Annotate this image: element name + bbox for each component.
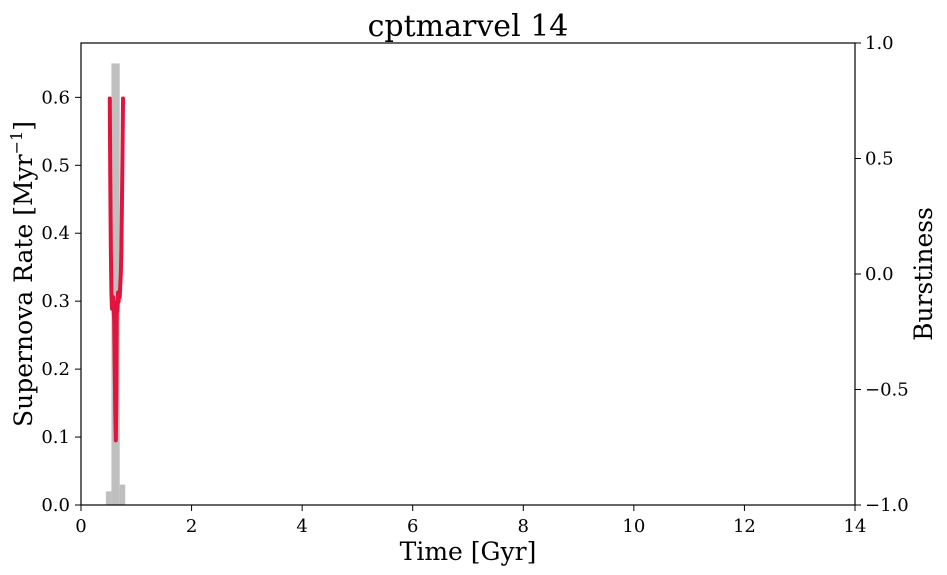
histogram-bar-1 (111, 63, 120, 505)
x-tick-label: 6 (407, 516, 418, 537)
x-axis: 0 2 4 6 8 10 12 14 (75, 505, 866, 537)
y-axis-label-sup: −1 (7, 131, 26, 155)
x-tick-label: 2 (186, 516, 197, 537)
x-axis-label: Time [Gyr] (400, 537, 537, 566)
y-axis-left: 0.0 0.1 0.2 0.3 0.4 0.5 0.6 (41, 87, 81, 516)
y-tick-label: 0.5 (41, 155, 70, 176)
y-tick-label: 0.0 (41, 495, 70, 516)
x-tick-label: 8 (518, 516, 529, 537)
x-tick-label: 10 (622, 516, 645, 537)
y-axis-label: Supernova Rate [Myr−1] (7, 121, 38, 427)
y2-tick-label: 0.0 (865, 264, 894, 285)
y-tick-label: 0.1 (41, 427, 70, 448)
histogram-bar-0 (105, 491, 112, 505)
plot-frame (80, 42, 856, 506)
y-axis-label-end: ] (9, 121, 38, 131)
x-tick-label: 12 (733, 516, 756, 537)
burstiness-line (107, 96, 126, 443)
y2-tick-label: 0.5 (865, 149, 894, 170)
histogram-bar-2 (119, 484, 126, 505)
x-tick-label: 0 (75, 516, 86, 537)
y2-axis-label: Burstiness (909, 207, 938, 341)
y-tick-label: 0.2 (41, 359, 70, 380)
y-axis-label-main: Supernova Rate [Myr (9, 154, 38, 427)
y-tick-label: 0.3 (41, 291, 70, 312)
histogram-bars (105, 63, 126, 505)
y-tick-label: 0.6 (41, 87, 70, 108)
y2-tick-label: −1.0 (865, 495, 909, 516)
x-tick-label: 4 (296, 516, 307, 537)
chart-title: cptmarvel 14 (368, 9, 569, 44)
y2-tick-label: 1.0 (865, 33, 894, 54)
series-line-0 (107, 96, 126, 443)
y2-tick-label: −0.5 (865, 380, 909, 401)
y-axis-right: −1.0 −0.5 0.0 0.5 1.0 (855, 33, 909, 516)
y-tick-label: 0.4 (41, 223, 70, 244)
x-tick-label: 14 (844, 516, 867, 537)
